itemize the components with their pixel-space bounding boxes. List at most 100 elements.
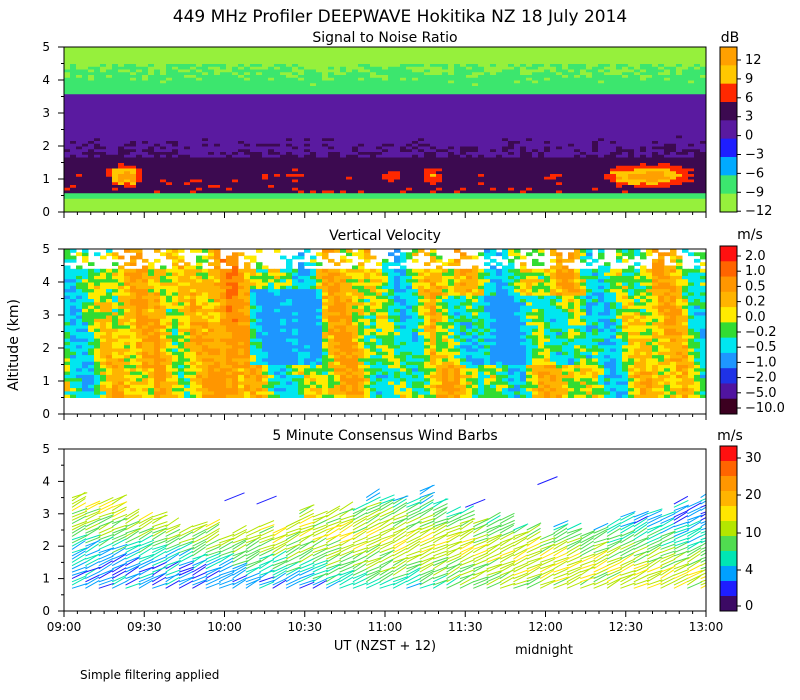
snr-cell [346, 107, 353, 111]
snr-cell [250, 80, 257, 84]
snr-cell [196, 140, 203, 144]
snr-cell [298, 88, 305, 92]
snr-cell [100, 99, 107, 103]
snr-cell [544, 99, 551, 103]
snr-cell [424, 58, 431, 62]
snr-cell [142, 93, 149, 97]
snr-cell [226, 113, 233, 117]
snr-cell [508, 115, 515, 119]
snr-cell [274, 181, 281, 185]
snr-cell [382, 69, 389, 73]
snr-cell [364, 47, 371, 51]
snr-cell [106, 184, 113, 188]
snr-cell [544, 80, 551, 84]
snr-cell [190, 115, 197, 119]
snr-cell [400, 107, 407, 111]
snr-cell [466, 187, 473, 191]
snr-cell [244, 113, 251, 117]
snr-cell [100, 113, 107, 117]
snr-cell [430, 146, 437, 150]
snr-cell [82, 209, 89, 212]
snr-cell [214, 170, 221, 174]
snr-cell [196, 110, 203, 114]
snr-cell [82, 187, 89, 191]
snr-cell [208, 132, 215, 136]
snr-cell [406, 154, 413, 158]
snr-cell [124, 187, 131, 191]
snr-cell [526, 203, 533, 207]
snr-cell [148, 192, 155, 196]
snr-cell [532, 99, 539, 103]
snr-cell [220, 115, 227, 119]
snr-cell [424, 135, 431, 139]
snr-cell [202, 195, 209, 199]
snr-cell [268, 203, 275, 207]
snr-cell [88, 55, 95, 59]
snr-cell [394, 60, 401, 64]
snr-cell [430, 110, 437, 114]
snr-cell [262, 159, 269, 163]
snr-cell [376, 52, 383, 56]
snr-cell [178, 66, 185, 70]
snr-cell [154, 63, 161, 67]
snr-cell [490, 85, 497, 89]
snr-cell [250, 85, 257, 89]
snr-cell [172, 203, 179, 207]
snr-cell [430, 58, 437, 62]
snr-cell [112, 184, 119, 188]
snr-cell [286, 190, 293, 194]
snr-cell [88, 102, 95, 106]
snr-cell [316, 115, 323, 119]
snr-cell [220, 88, 227, 92]
snr-cell [196, 55, 203, 59]
snr-cell [130, 209, 137, 212]
snr-cell [142, 47, 149, 51]
snr-cell [532, 203, 539, 207]
snr-cell [178, 190, 185, 194]
snr-cell [316, 192, 323, 196]
snr-cell [184, 126, 191, 130]
snr-cell [112, 102, 119, 106]
snr-cell [232, 151, 239, 155]
snr-cell [190, 187, 197, 191]
snr-cell [496, 192, 503, 196]
snr-cell [472, 52, 479, 56]
snr-cell [154, 96, 161, 100]
snr-cell [274, 148, 281, 152]
snr-cell [460, 151, 467, 155]
snr-cell [358, 113, 365, 117]
snr-cell [508, 132, 515, 136]
snr-cell [298, 143, 305, 147]
snr-cell [118, 93, 125, 97]
snr-cell [532, 170, 539, 174]
snr-cell [388, 179, 395, 183]
snr-cell [256, 157, 263, 161]
snr-cell [112, 146, 119, 150]
snr-cell [250, 190, 257, 194]
snr-cell [394, 66, 401, 70]
snr-cell [328, 60, 335, 64]
snr-cell [394, 190, 401, 194]
snr-cell [370, 126, 377, 130]
snr-cell [400, 93, 407, 97]
snr-cell [400, 71, 407, 75]
snr-cell [424, 209, 431, 212]
snr-cell [382, 132, 389, 136]
snr-cell [208, 151, 215, 155]
snr-cell [280, 129, 287, 133]
snr-cell [508, 159, 515, 163]
snr-cell [472, 115, 479, 119]
snr-cell [454, 104, 461, 108]
snr-cell [430, 93, 437, 97]
snr-cell [274, 137, 281, 141]
snr-cell [244, 69, 251, 73]
snr-cell [508, 91, 515, 95]
snr-cell [118, 115, 125, 119]
snr-cell [394, 93, 401, 97]
snr-cell [154, 201, 161, 205]
snr-cell [508, 69, 515, 73]
snr-cell [268, 154, 275, 158]
snr-cell [436, 121, 443, 125]
snr-cell [268, 107, 275, 111]
snr-cell [406, 198, 413, 202]
